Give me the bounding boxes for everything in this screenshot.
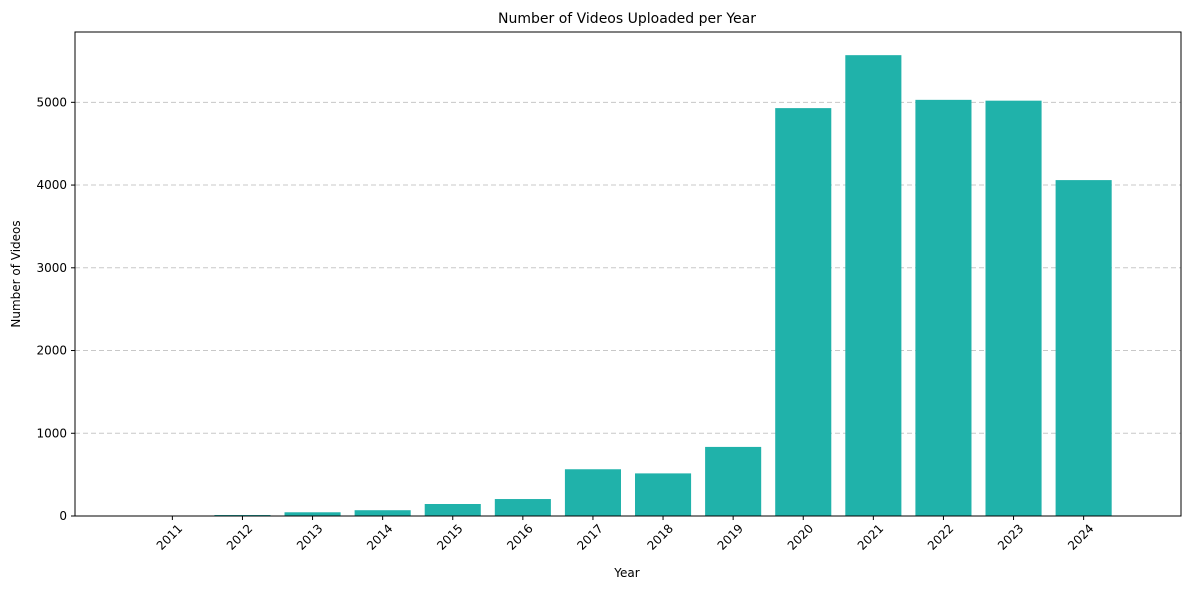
bar-2016 [494,499,551,516]
y-tick-label: 4000 [36,178,67,192]
y-tick-label: 3000 [36,261,67,275]
bar-2021 [845,55,902,517]
bar-2022 [915,99,972,516]
x-tick-label: 2014 [364,521,395,552]
bar-2015 [424,504,481,516]
y-tick-label: 0 [59,509,67,523]
y-tick-label: 1000 [36,426,67,440]
x-tick-label: 2016 [504,521,535,552]
bar-2023 [985,100,1042,517]
x-tick-label: 2011 [154,521,185,552]
bar-2014 [354,510,411,516]
x-tick-label: 2020 [785,521,816,552]
x-tick-label: 2013 [294,521,325,552]
bar-2013 [284,512,341,516]
y-tick-label: 2000 [36,344,67,358]
x-tick-label: 2018 [644,521,675,552]
bar-2020 [775,108,832,516]
chart-title: Number of Videos Uploaded per Year [498,11,756,27]
x-tick-label: 2012 [224,521,255,552]
y-axis-label: Number of Videos [9,220,23,327]
bar-2024 [1055,180,1112,516]
y-tick-label: 5000 [36,95,67,109]
x-axis-ticks: 2011 2012 2013 2014 2015 2016 2017 2018 2019 2020… [154,516,1097,553]
x-tick-label: 2015 [434,521,465,552]
x-tick-label: 2022 [925,521,956,552]
x-tick-label: 2019 [715,521,746,552]
bar-2019 [705,446,762,516]
bars [144,55,1112,517]
y-axis-ticks: 0 1000 2000 3000 4000 5000 [36,95,75,523]
x-tick-label: 2021 [855,521,886,552]
plot-frame [74,31,1182,517]
bar-2018 [635,473,692,516]
x-tick-label: 2024 [1065,521,1096,552]
x-tick-label: 2017 [574,521,605,552]
x-axis-label: Year [613,566,639,580]
bar-2017 [564,469,621,516]
x-tick-label: 2023 [995,521,1026,552]
